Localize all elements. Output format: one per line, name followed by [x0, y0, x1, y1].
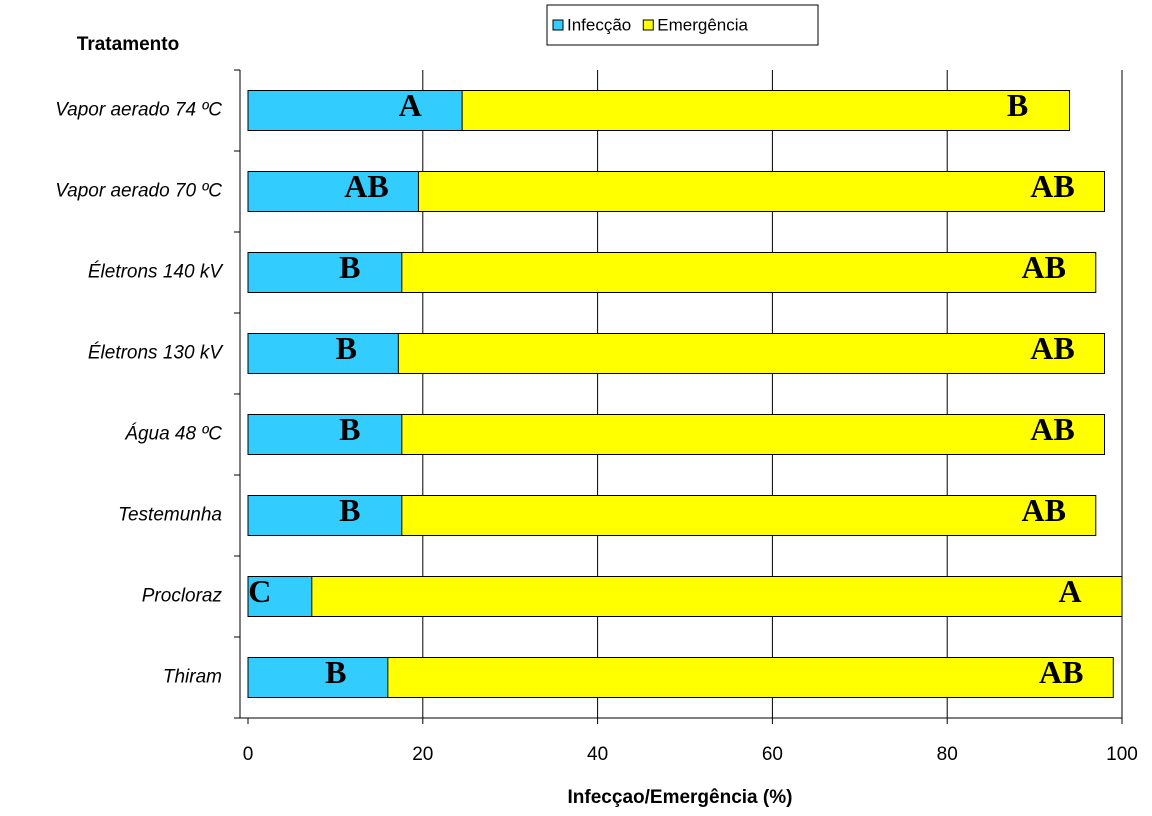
bar-annotation: AB	[1030, 411, 1074, 447]
bar-annotation: B	[339, 492, 360, 528]
bar-annotation: A	[1058, 573, 1081, 609]
bar	[247, 657, 389, 698]
bar	[247, 495, 403, 536]
legend-swatch	[642, 19, 654, 31]
chart-title: Tratamento	[77, 34, 179, 55]
x-tick-label: 60	[762, 744, 783, 765]
x-axis-label: Infecçao/Emergência (%)	[568, 787, 793, 808]
bar	[247, 252, 403, 293]
y-tick-label: Thiram	[163, 667, 222, 688]
bar-annotation: AB	[1022, 492, 1066, 528]
bar	[247, 657, 1114, 698]
bar-annotation: C	[248, 573, 271, 609]
bar-annotation: A	[399, 87, 422, 123]
bar-annotation: AB	[1039, 654, 1083, 690]
bar	[247, 576, 313, 617]
y-tick-label: Água 48 ºC	[124, 424, 222, 445]
bar-annotation: B	[339, 249, 360, 285]
y-tick-label: Vapor aerado 70 ºC	[55, 181, 222, 202]
x-tick-label: 100	[1106, 744, 1138, 765]
bar	[247, 171, 419, 212]
x-tick-label: 20	[412, 744, 433, 765]
bar-annotation: B	[336, 330, 357, 366]
y-tick-label: Életrons 140 kV	[88, 262, 224, 283]
x-tick-label: 40	[587, 744, 608, 765]
bar	[247, 90, 463, 131]
y-tick-label: Testemunha	[118, 505, 222, 526]
y-tick-label: Procloraz	[142, 586, 223, 607]
bar-annotation: AB	[1022, 249, 1066, 285]
bar-annotation: AB	[1030, 168, 1074, 204]
bar	[247, 333, 399, 374]
bar-annotation: AB	[344, 168, 388, 204]
bar-annotation: B	[325, 654, 346, 690]
bar-annotation: B	[1007, 87, 1028, 123]
y-tick-label: Vapor aerado 74 ºC	[55, 100, 222, 121]
x-tick-label: 80	[937, 744, 958, 765]
legend-swatch	[552, 19, 564, 31]
y-tick-label: Életrons 130 kV	[88, 343, 224, 364]
x-tick-label: 0	[243, 744, 254, 765]
bar	[247, 576, 1123, 617]
legend-box	[546, 4, 819, 46]
legend-label: Infecção	[567, 15, 631, 34]
legend-label: Emergência	[657, 15, 748, 34]
bar	[247, 414, 403, 455]
bar-annotation: AB	[1030, 330, 1074, 366]
bar-annotation: B	[339, 411, 360, 447]
